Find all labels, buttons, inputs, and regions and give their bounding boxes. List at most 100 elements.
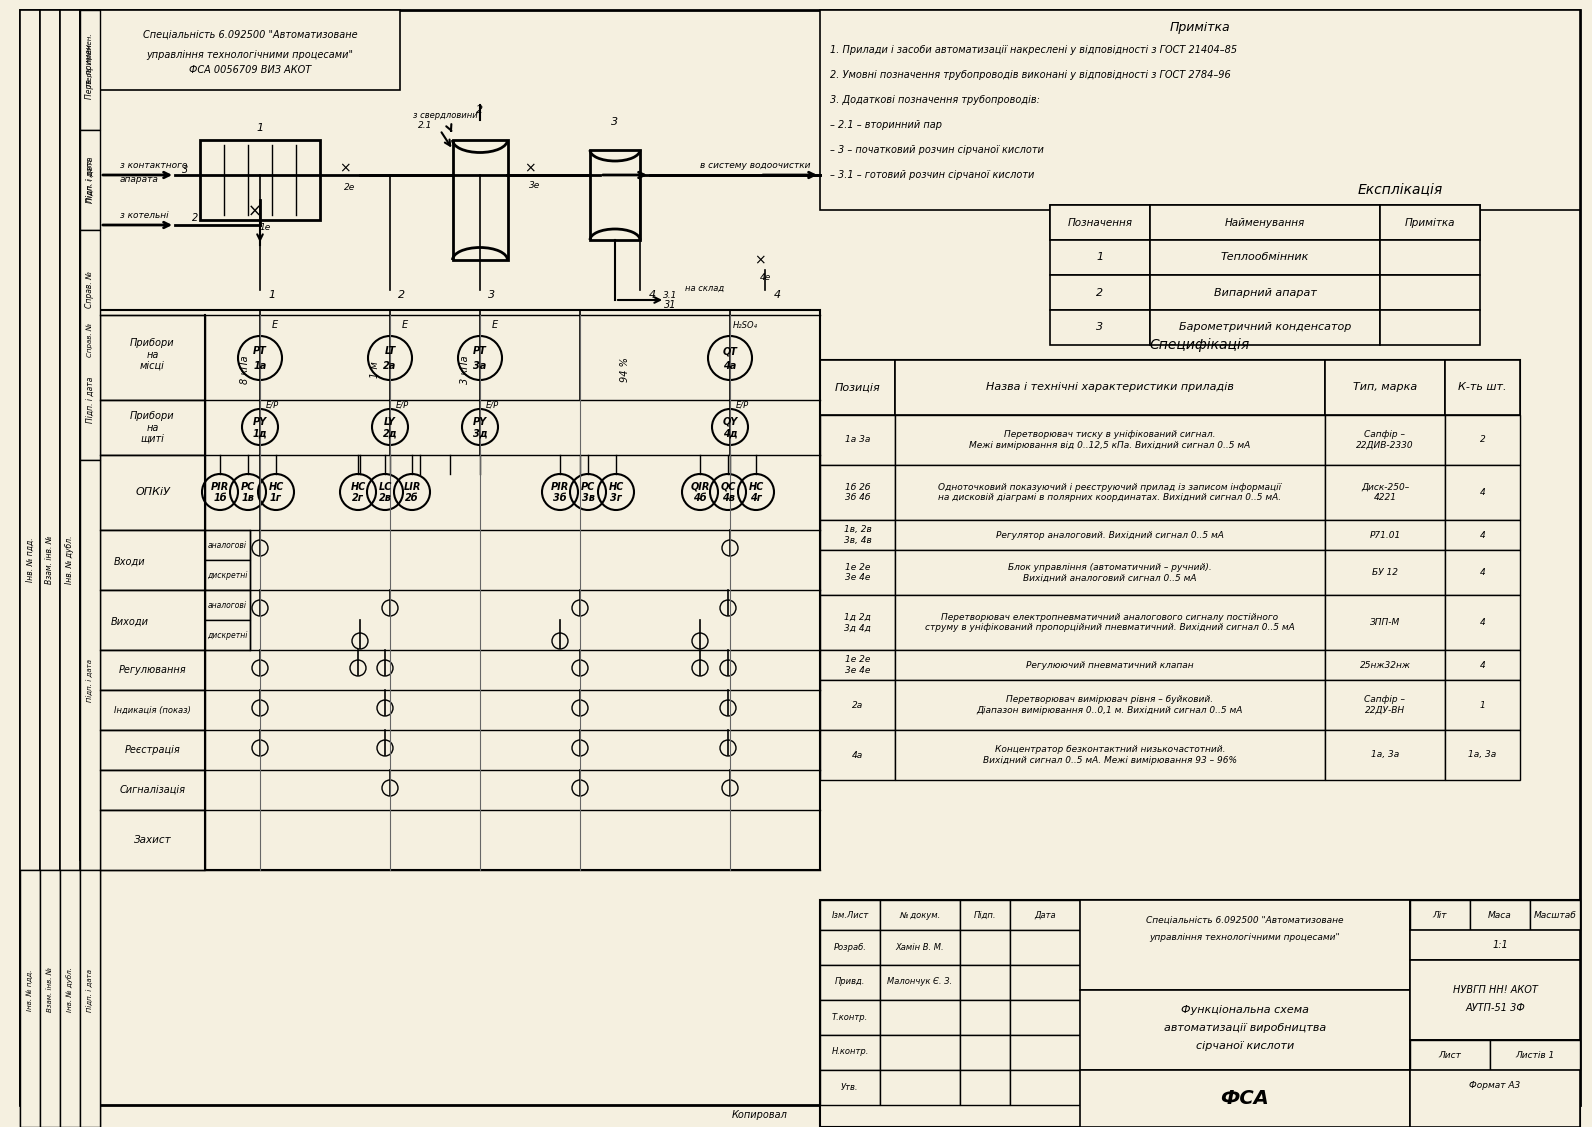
- Text: Регулятор аналоговий. Вихідний сигнал 0..5 мА: Регулятор аналоговий. Вихідний сигнал 0.…: [997, 531, 1224, 540]
- Text: 22ДИВ-2330: 22ДИВ-2330: [1356, 441, 1414, 450]
- Text: 22ДУ-ВН: 22ДУ-ВН: [1364, 706, 1406, 715]
- Bar: [820, 360, 895, 415]
- Bar: [1411, 960, 1579, 1040]
- Bar: [1009, 1000, 1079, 1035]
- Text: Р71.01: Р71.01: [1369, 531, 1401, 540]
- Bar: [820, 10, 1579, 210]
- Bar: [1325, 650, 1446, 680]
- Bar: [1411, 900, 1579, 930]
- Text: Т.контр.: Т.контр.: [833, 1012, 868, 1021]
- Text: Хамін В. М.: Хамін В. М.: [896, 942, 944, 951]
- Text: 1а 3а: 1а 3а: [845, 435, 871, 444]
- Bar: [205, 620, 250, 650]
- Bar: [100, 650, 205, 690]
- Bar: [960, 965, 1009, 1000]
- Text: дискретні: дискретні: [207, 570, 247, 579]
- Text: 1б: 1б: [213, 494, 226, 504]
- Bar: [454, 140, 508, 260]
- Bar: [820, 900, 1579, 1127]
- Text: ЗПП-М: ЗПП-М: [1369, 618, 1399, 627]
- Text: 3: 3: [611, 117, 619, 127]
- Bar: [1325, 360, 1446, 415]
- Text: БУ 12: БУ 12: [1372, 568, 1398, 577]
- Text: Сапфір –: Сапфір –: [1364, 431, 1406, 440]
- Text: Літ: Літ: [1433, 911, 1447, 920]
- Text: Ізм.Лист: Ізм.Лист: [831, 911, 869, 920]
- Bar: [960, 900, 1009, 930]
- Bar: [820, 900, 880, 930]
- Text: 3д 4д: 3д 4д: [844, 623, 871, 632]
- Text: 2д: 2д: [382, 428, 398, 438]
- Bar: [1325, 415, 1446, 465]
- Text: Перетворювач тиску в уніфікований сигнал.: Перетворювач тиску в уніфікований сигнал…: [1005, 431, 1216, 440]
- Bar: [1051, 275, 1149, 310]
- Text: Перв. примен.: Перв. примен.: [88, 34, 92, 87]
- Bar: [100, 690, 205, 730]
- Bar: [1411, 930, 1579, 960]
- Text: 2: 2: [476, 105, 484, 115]
- Bar: [960, 1070, 1009, 1104]
- Text: Розраб.: Розраб.: [834, 942, 866, 951]
- Bar: [80, 130, 100, 230]
- Text: 94 %: 94 %: [619, 357, 630, 382]
- Bar: [21, 870, 40, 1127]
- Text: 2е: 2е: [344, 184, 355, 193]
- Bar: [1325, 595, 1446, 650]
- Bar: [100, 530, 205, 591]
- Bar: [820, 965, 880, 1000]
- Text: автоматизації виробництва: автоматизації виробництва: [1164, 1023, 1326, 1033]
- Bar: [820, 465, 895, 520]
- Bar: [60, 870, 80, 1127]
- Text: LT: LT: [384, 346, 396, 356]
- Text: Підп. і дата: Підп. і дата: [86, 159, 94, 202]
- Bar: [1469, 900, 1530, 930]
- Text: Взам. інв. №: Взам. інв. №: [48, 967, 53, 1012]
- Bar: [21, 10, 40, 1104]
- Text: Перетворювач електропневматичний аналогового сигналу постійного: Перетворювач електропневматичний аналого…: [941, 612, 1278, 621]
- Bar: [1009, 965, 1079, 1000]
- Bar: [591, 150, 640, 240]
- Text: Функціональна схема: Функціональна схема: [1181, 1005, 1309, 1015]
- Text: Сапфір –: Сапфір –: [1364, 695, 1406, 704]
- Text: Формат А3: Формат А3: [1469, 1081, 1520, 1090]
- Bar: [100, 810, 205, 870]
- Text: 1е 2е: 1е 2е: [845, 655, 871, 664]
- Text: PC: PC: [581, 481, 595, 491]
- Text: 2а: 2а: [384, 361, 396, 371]
- Text: – 2.1 – вторинний пар: – 2.1 – вторинний пар: [829, 119, 942, 130]
- Text: 4: 4: [1479, 618, 1485, 627]
- Bar: [100, 400, 205, 455]
- Bar: [1446, 360, 1520, 415]
- Text: Назва і технічні характеристики приладів: Назва і технічні характеристики приладів: [985, 382, 1234, 392]
- Text: 2: 2: [398, 290, 406, 300]
- Bar: [1009, 900, 1079, 930]
- Text: Інв. № пдд.: Інв. № пдд.: [25, 538, 35, 583]
- Bar: [1411, 1070, 1579, 1127]
- Text: 1. Прилади і засоби автоматизації накреслені у відповідності з ГОСТ 21404–85: 1. Прилади і засоби автоматизації накрес…: [829, 45, 1237, 55]
- Bar: [1079, 1070, 1411, 1127]
- Bar: [880, 965, 960, 1000]
- Bar: [80, 460, 100, 870]
- Bar: [820, 595, 895, 650]
- Bar: [80, 870, 100, 1127]
- Text: Вихідний аналоговий сигнал 0..5 мА: Вихідний аналоговий сигнал 0..5 мА: [1024, 574, 1197, 583]
- Bar: [60, 10, 80, 1104]
- Bar: [100, 770, 205, 810]
- Text: 4: 4: [774, 290, 780, 300]
- Text: Межі вимірювання від 0..12,5 кПа. Вихідний сигнал 0..5 мА: Межі вимірювання від 0..12,5 кПа. Вихідн…: [970, 441, 1251, 450]
- Text: 3в: 3в: [581, 494, 594, 504]
- Bar: [1411, 1040, 1490, 1070]
- Bar: [1446, 680, 1520, 730]
- Text: 4221: 4221: [1374, 494, 1396, 503]
- Bar: [1446, 650, 1520, 680]
- Bar: [1446, 465, 1520, 520]
- Bar: [960, 930, 1009, 965]
- Text: Е: Е: [492, 320, 498, 330]
- Text: ФСА 0056709 ВИЗ АКОТ: ФСА 0056709 ВИЗ АКОТ: [189, 65, 310, 76]
- Bar: [1051, 205, 1149, 240]
- Bar: [880, 1000, 960, 1035]
- Bar: [100, 730, 205, 770]
- Bar: [820, 680, 895, 730]
- Text: струму в уніфікований пропорційний пневматичний. Вихідний сигнал 0..5 мА: струму в уніфікований пропорційний пневм…: [925, 623, 1294, 632]
- Text: Підп.: Підп.: [974, 911, 997, 920]
